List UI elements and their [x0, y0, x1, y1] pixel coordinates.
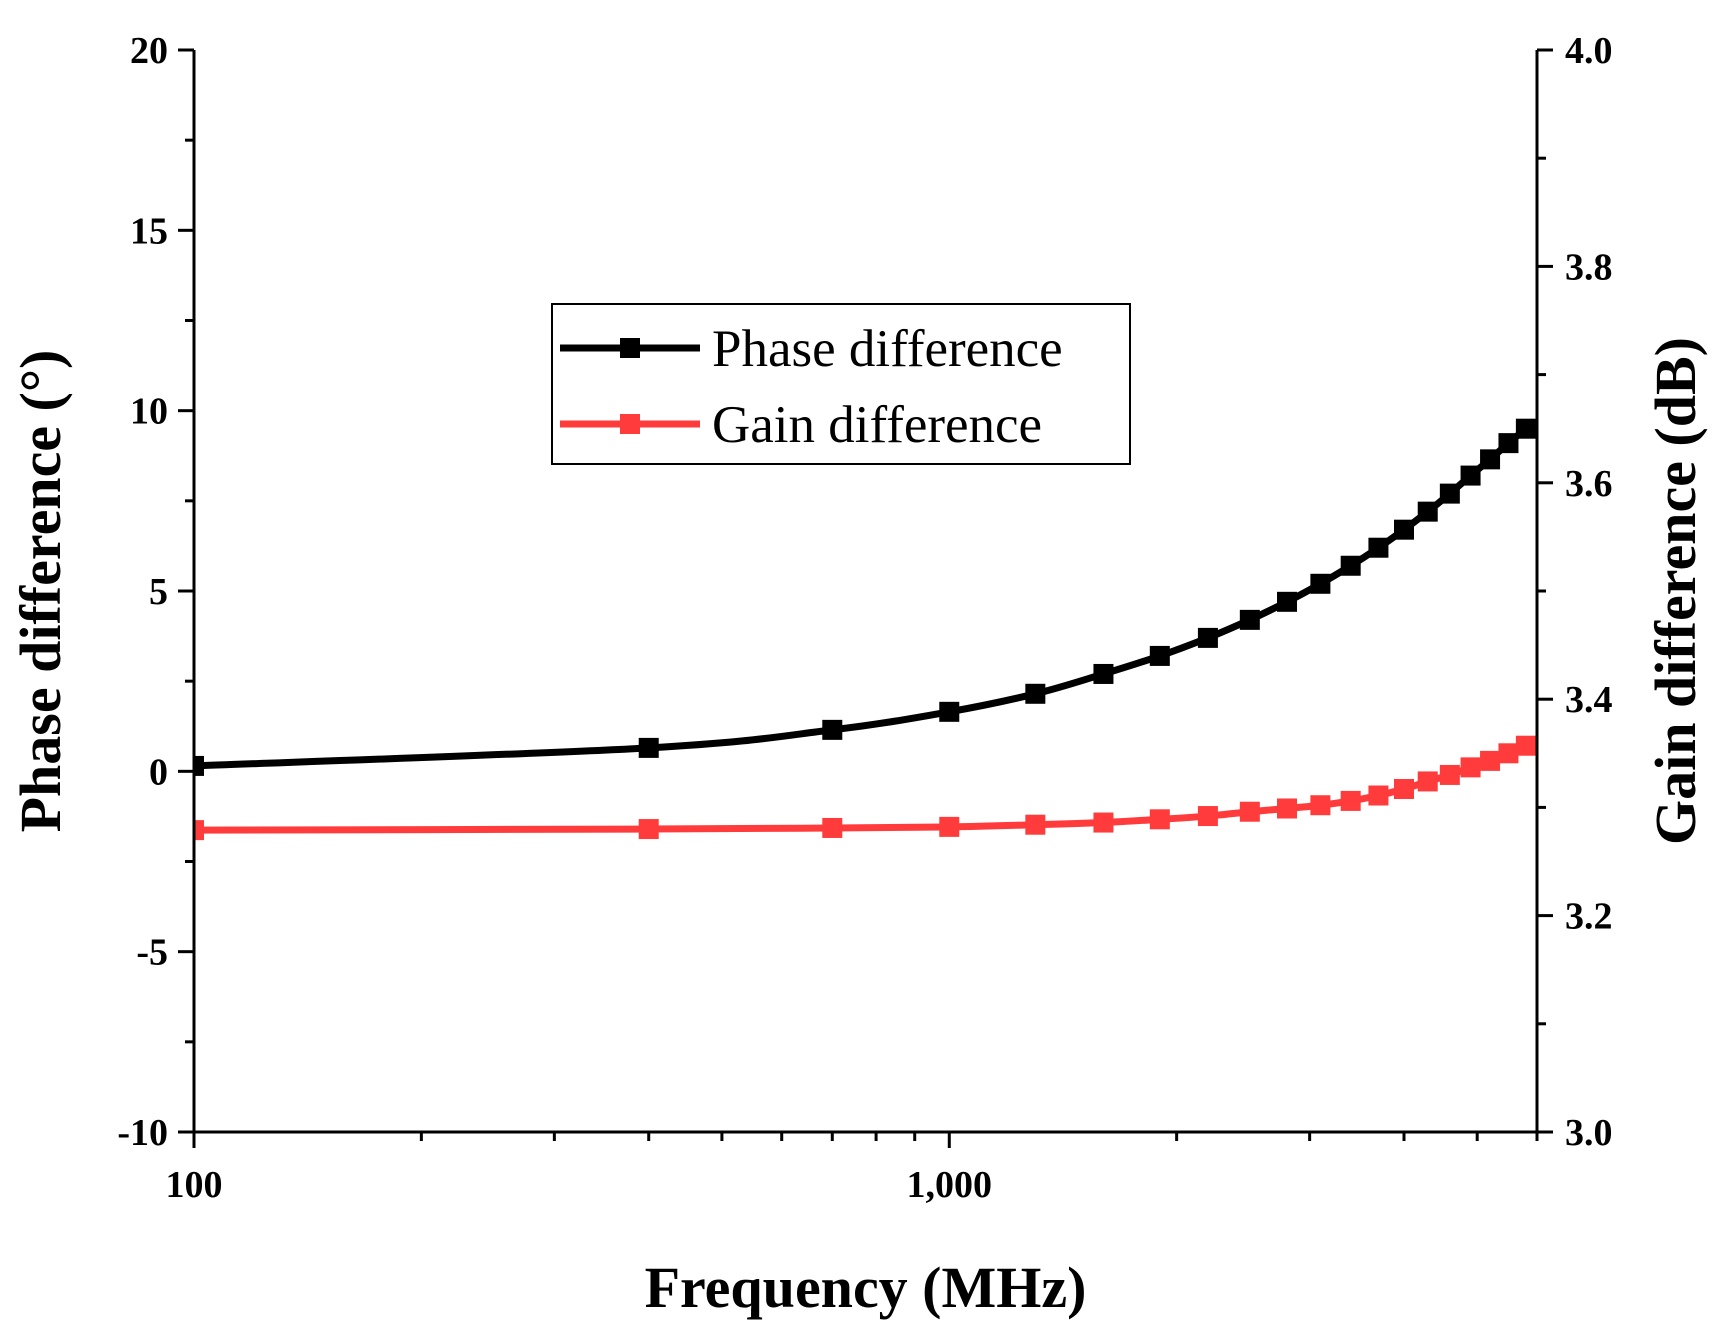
- gain-difference-marker: [1515, 735, 1536, 756]
- phase-difference-marker: [1460, 465, 1481, 486]
- phase-difference-marker: [1093, 663, 1114, 684]
- x-tick-label: 1,000: [907, 1164, 993, 1206]
- gain-difference-marker: [1368, 785, 1389, 806]
- y-tick-label: -10: [117, 1112, 168, 1154]
- gain-difference-legend-label: Gain difference: [712, 396, 1042, 454]
- phase-difference-legend-marker: [620, 338, 640, 358]
- gain-difference-marker: [1460, 757, 1481, 778]
- axes: -10 -5 0 5 10 15 20 3.0 3.2 3.4 3.6 3.8 4.0 100 1,000 F…: [8, 30, 1708, 1320]
- gain-difference-marker: [194, 820, 204, 841]
- gain-difference-marker: [1093, 812, 1114, 833]
- y2-tick-label: 4.0: [1565, 30, 1613, 72]
- x-tick-label: 100: [166, 1164, 223, 1206]
- y2-tick-label: 3.4: [1565, 679, 1613, 721]
- phase-difference-marker: [194, 755, 204, 776]
- gain-difference-legend-marker: [620, 414, 640, 434]
- phase-difference-line: [194, 426, 1529, 770]
- phase-difference-marker: [939, 701, 960, 722]
- gain-difference-marker: [1149, 809, 1170, 830]
- phase-difference-marker: [1480, 449, 1501, 470]
- plot-series: [194, 418, 1536, 841]
- phase-difference-marker: [1310, 573, 1331, 594]
- gain-difference-marker: [1480, 750, 1501, 771]
- phase-difference-marker: [638, 737, 659, 758]
- legend-box: [551, 303, 1131, 465]
- gain-difference-marker: [822, 817, 843, 838]
- gain-difference-marker: [1498, 743, 1519, 764]
- y-tick-label: -5: [136, 932, 168, 974]
- y2-axis-title: Gain difference (dB): [1643, 337, 1708, 845]
- gain-difference-marker: [1417, 771, 1438, 792]
- y2-tick-label: 3.2: [1565, 896, 1613, 938]
- phase-difference-marker: [1149, 645, 1170, 666]
- phase-difference-marker: [1498, 433, 1519, 454]
- gain-difference-marker: [1394, 779, 1415, 800]
- phase-difference-marker: [822, 719, 843, 740]
- gain-difference-marker: [1197, 806, 1218, 827]
- phase-difference-marker: [1439, 483, 1460, 504]
- gain-difference-marker: [1310, 795, 1331, 816]
- y2-tick-label: 3.6: [1565, 463, 1613, 505]
- phase-difference-marker: [1025, 683, 1046, 704]
- y-tick-label: 15: [130, 210, 168, 252]
- phase-difference-marker: [1197, 627, 1218, 648]
- gain-difference-marker: [1025, 814, 1046, 835]
- y2-tick-label: 3.8: [1565, 246, 1613, 288]
- y-tick-label: 10: [130, 391, 168, 433]
- y-axis-title: Phase difference (°): [8, 350, 73, 833]
- phase-difference-marker: [1340, 555, 1361, 576]
- gain-difference-marker: [1239, 801, 1260, 822]
- gain-difference-marker: [1340, 790, 1361, 811]
- gain-difference-marker: [1439, 764, 1460, 785]
- phase-difference-marker: [1277, 591, 1298, 612]
- legend: Phase difference Gain difference: [551, 303, 1131, 465]
- gain-difference-marker: [939, 816, 960, 837]
- phase-difference-marker: [1394, 519, 1415, 540]
- y-tick-label: 5: [149, 571, 168, 613]
- gain-difference-marker: [638, 819, 659, 840]
- phase-difference-marker: [1239, 609, 1260, 630]
- phase-difference-marker: [1417, 501, 1438, 522]
- y2-tick-label: 3.0: [1565, 1112, 1613, 1154]
- phase-difference-legend-label: Phase difference: [712, 320, 1063, 378]
- x-axis-title: Frequency (MHz): [645, 1255, 1087, 1320]
- y-tick-label: 0: [149, 751, 168, 793]
- phase-difference-marker: [1515, 418, 1536, 439]
- phase-difference-marker: [1368, 537, 1389, 558]
- y-tick-label: 20: [130, 30, 168, 72]
- gain-difference-marker: [1277, 798, 1298, 819]
